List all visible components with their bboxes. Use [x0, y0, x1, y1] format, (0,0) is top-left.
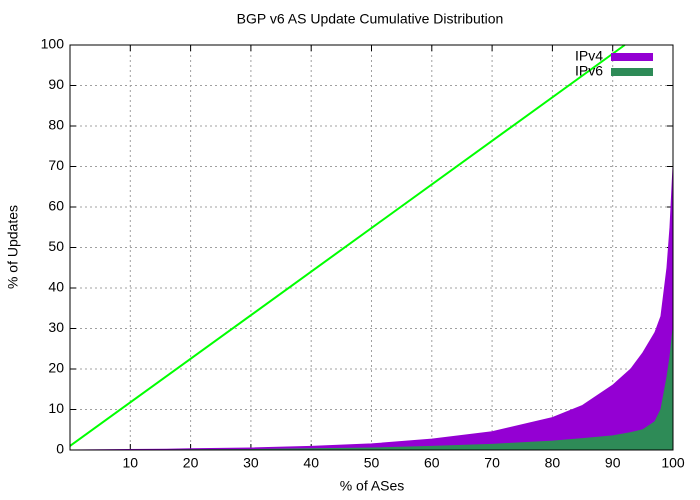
- y-axis-label: % of Updates: [5, 205, 21, 289]
- x-tick-label: 90: [605, 455, 621, 471]
- x-axis-label: % of ASes: [340, 478, 405, 494]
- y-tick-label: 10: [48, 400, 64, 416]
- x-tick-label: 20: [183, 455, 199, 471]
- area: [69, 166, 674, 451]
- y-tick-label: 20: [48, 360, 64, 376]
- legend-swatch: [611, 68, 653, 76]
- x-tick-label: 100: [661, 455, 685, 471]
- y-tick-label: 30: [48, 319, 64, 335]
- y-tick-label: 40: [48, 279, 64, 295]
- y-tick-label: 60: [48, 198, 64, 214]
- x-tick-label: 40: [303, 455, 319, 471]
- x-tick-label: 10: [123, 455, 139, 471]
- chart-title: BGP v6 AS Update Cumulative Distribution: [237, 11, 504, 27]
- x-tick-label: 70: [484, 455, 500, 471]
- reference-line: [69, 44, 626, 447]
- legend-swatch: [611, 53, 653, 61]
- y-tick-label: 90: [48, 76, 64, 92]
- area: [70, 328, 674, 451]
- y-tick-label: 0: [56, 441, 64, 457]
- legend-label: IPv6: [575, 63, 603, 79]
- x-tick-label: 60: [424, 455, 440, 471]
- legend-label: IPv4: [575, 48, 603, 64]
- x-tick-label: 30: [243, 455, 259, 471]
- y-tick-label: 100: [41, 36, 65, 52]
- plot-frame: [69, 44, 674, 451]
- x-tick-label: 50: [364, 455, 380, 471]
- y-tick-label: 80: [48, 117, 64, 133]
- y-tick-label: 70: [48, 157, 64, 173]
- x-tick-label: 80: [545, 455, 561, 471]
- y-tick-label: 50: [48, 238, 64, 254]
